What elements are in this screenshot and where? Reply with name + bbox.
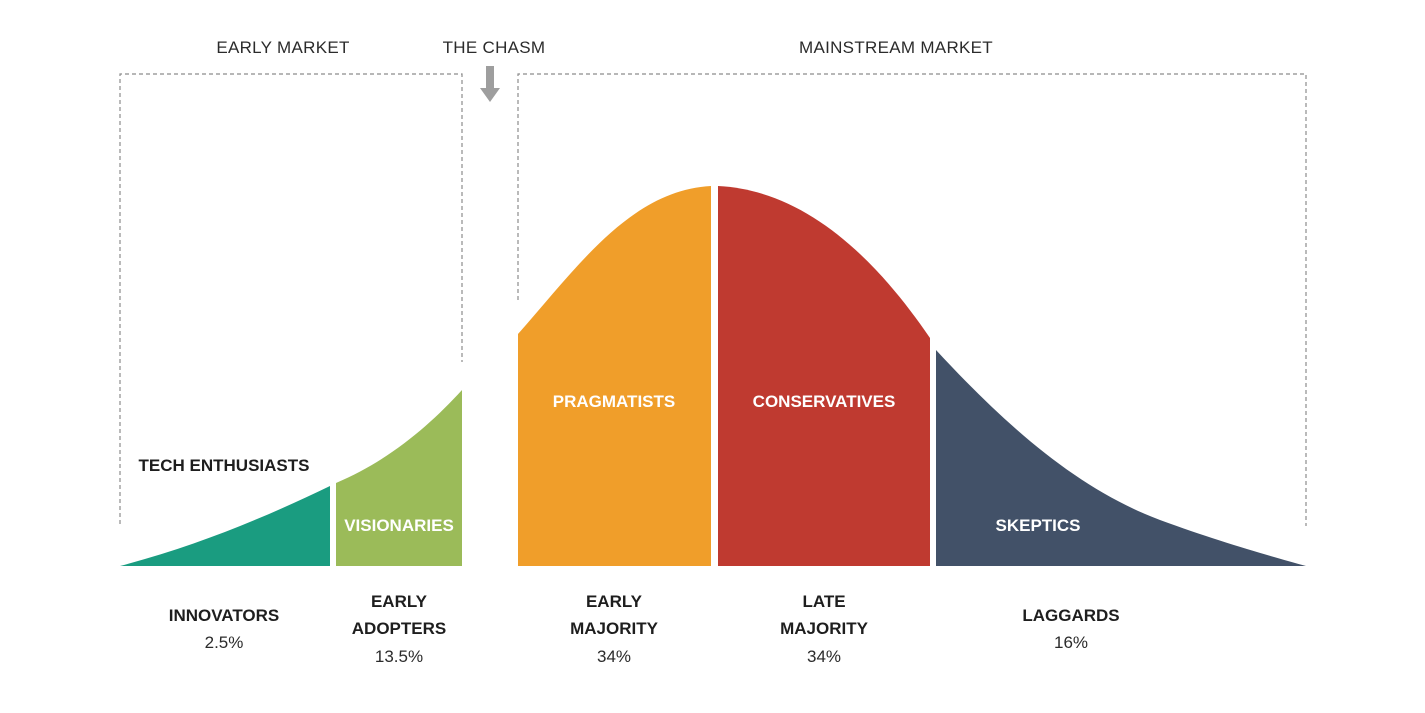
pragmatists-label: PRAGMATISTS [553, 392, 675, 411]
group-innovators: INNOVATORS 2.5% [169, 606, 280, 652]
early-adopters-segment [336, 390, 462, 566]
group-percent: 2.5% [205, 633, 244, 652]
group-name-line2: MAJORITY [780, 619, 869, 638]
group-percent: 34% [597, 647, 631, 666]
group-name: LAGGARDS [1022, 606, 1119, 625]
group-name: EARLY [586, 592, 643, 611]
group-percent: 34% [807, 647, 841, 666]
laggards-segment [936, 350, 1306, 566]
group-late-majority: LATE MAJORITY 34% [780, 592, 869, 666]
innovators-segment [120, 486, 330, 566]
tech-enthusiasts-label: TECH ENTHUSIASTS [139, 456, 310, 475]
chasm-arrow-icon [480, 66, 500, 102]
group-laggards: LAGGARDS 16% [1022, 606, 1119, 652]
early-majority-segment [518, 186, 711, 566]
group-name-line2: ADOPTERS [352, 619, 446, 638]
visionaries-label: VISIONARIES [344, 516, 454, 535]
skeptics-label: SKEPTICS [995, 516, 1080, 535]
group-name-line2: MAJORITY [570, 619, 659, 638]
late-majority-segment [718, 186, 930, 566]
early-market-bracket [119, 73, 463, 524]
chasm-label: THE CHASM [443, 38, 546, 57]
group-percent: 16% [1054, 633, 1088, 652]
conservatives-label: CONSERVATIVES [753, 392, 896, 411]
group-early-adopters: EARLY ADOPTERS 13.5% [352, 592, 446, 666]
group-name: LATE [802, 592, 845, 611]
mainstream-market-bracket [517, 73, 1307, 526]
mainstream-market-label: MAINSTREAM MARKET [799, 38, 993, 57]
early-market-label: EARLY MARKET [216, 38, 349, 57]
group-early-majority: EARLY MAJORITY 34% [570, 592, 659, 666]
group-percent: 13.5% [375, 647, 423, 666]
group-name: INNOVATORS [169, 606, 280, 625]
group-name: EARLY [371, 592, 428, 611]
